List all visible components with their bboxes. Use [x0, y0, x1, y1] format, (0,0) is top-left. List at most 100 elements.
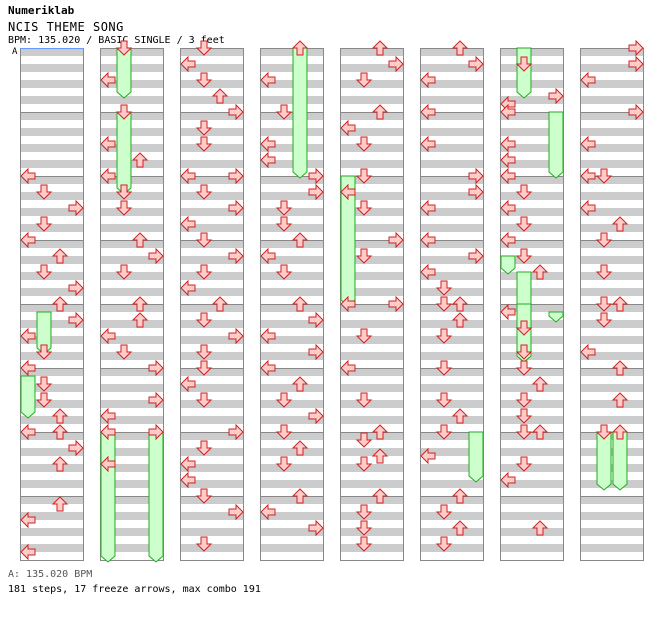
beat-stripe — [180, 368, 244, 376]
step-arrow-up — [371, 104, 389, 120]
beat-stripe — [100, 160, 164, 168]
step-arrow-down — [515, 248, 533, 264]
step-arrow-down — [435, 280, 453, 296]
beat-stripe — [180, 320, 244, 328]
step-arrow-down — [35, 216, 53, 232]
beat-stripe — [500, 176, 564, 184]
beat-stripe — [180, 192, 244, 200]
step-arrow-left — [340, 295, 356, 313]
beat-stripe — [500, 544, 564, 552]
freeze-arrow — [612, 431, 628, 491]
beat-stripe — [100, 544, 164, 552]
step-arrow-down — [275, 424, 293, 440]
step-arrow-down — [435, 328, 453, 344]
beat-stripe — [340, 80, 404, 88]
beat-stripe — [340, 480, 404, 488]
step-arrow-down — [515, 56, 533, 72]
beat-stripe — [180, 512, 244, 520]
step-arrow-down — [435, 424, 453, 440]
step-arrow-down — [595, 312, 613, 328]
beat-stripe — [420, 336, 484, 344]
step-arrow-left — [500, 303, 516, 321]
beat-stripe — [420, 176, 484, 184]
beat-stripe — [260, 384, 324, 392]
beat-stripe — [100, 416, 164, 424]
step-arrow-down — [195, 136, 213, 152]
step-arrow-down — [275, 392, 293, 408]
step-arrow-right — [468, 183, 484, 201]
beat-stripe — [260, 128, 324, 136]
beat-stripe — [500, 304, 564, 312]
beat-stripe — [20, 96, 84, 104]
beat-stripe — [340, 272, 404, 280]
step-arrow-right — [228, 247, 244, 265]
chart-info: BPM: 135.020 / BASIC SINGLE / 3 feet — [8, 35, 225, 46]
beat-stripe — [180, 416, 244, 424]
step-arrow-up — [451, 296, 469, 312]
beat-stripe — [420, 352, 484, 360]
step-arrow-up — [131, 312, 149, 328]
beat-stripe — [340, 288, 404, 296]
measure-frame — [500, 496, 564, 561]
step-arrow-down — [195, 392, 213, 408]
step-arrow-left — [260, 247, 276, 265]
freeze-arrow — [292, 47, 308, 179]
step-arrow-left — [340, 119, 356, 137]
beat-stripe — [180, 480, 244, 488]
beat-stripe — [340, 496, 404, 504]
beat-stripe — [20, 272, 84, 280]
beat-stripe — [500, 48, 564, 56]
beat-stripe — [260, 224, 324, 232]
beat-stripe — [20, 192, 84, 200]
beat-stripe — [500, 224, 564, 232]
step-arrow-right — [548, 87, 564, 105]
beat-stripe — [20, 496, 84, 504]
beat-stripe — [260, 192, 324, 200]
step-arrow-up — [291, 232, 309, 248]
beat-stripe — [580, 544, 644, 552]
beat-stripe — [580, 176, 644, 184]
step-arrow-left — [100, 327, 116, 345]
beat-stripe — [500, 320, 564, 328]
step-arrow-up — [451, 408, 469, 424]
beat-stripe — [180, 544, 244, 552]
beat-stripe — [500, 256, 564, 264]
beat-stripe — [420, 480, 484, 488]
step-arrow-right — [228, 423, 244, 441]
step-arrow-up — [451, 520, 469, 536]
beat-stripe — [20, 304, 84, 312]
beat-stripe — [20, 416, 84, 424]
beat-stripe — [100, 288, 164, 296]
beat-stripe — [180, 464, 244, 472]
step-arrow-left — [260, 151, 276, 169]
step-arrow-down — [35, 344, 53, 360]
beat-stripe — [180, 400, 244, 408]
step-arrow-down — [195, 360, 213, 376]
step-arrow-down — [595, 232, 613, 248]
beat-stripe — [260, 240, 324, 248]
beat-stripe — [340, 384, 404, 392]
beat-stripe — [100, 496, 164, 504]
beat-stripe — [500, 128, 564, 136]
step-arrow-left — [420, 135, 436, 153]
beat-stripe — [420, 496, 484, 504]
beat-stripe — [500, 336, 564, 344]
step-arrow-right — [228, 103, 244, 121]
step-arrow-up — [531, 520, 549, 536]
beat-stripe — [340, 512, 404, 520]
step-arrow-down — [275, 456, 293, 472]
step-arrow-right — [148, 391, 164, 409]
step-arrow-down — [435, 392, 453, 408]
beat-stripe — [420, 144, 484, 152]
step-arrow-right — [628, 55, 644, 73]
beat-stripe — [20, 336, 84, 344]
beat-stripe — [180, 240, 244, 248]
beat-stripe — [340, 416, 404, 424]
step-arrow-down — [275, 264, 293, 280]
beat-stripe — [580, 496, 644, 504]
step-arrow-up — [291, 488, 309, 504]
step-arrow-up — [51, 424, 69, 440]
beat-stripe — [500, 464, 564, 472]
beat-stripe — [100, 528, 164, 536]
beat-stripe — [100, 80, 164, 88]
